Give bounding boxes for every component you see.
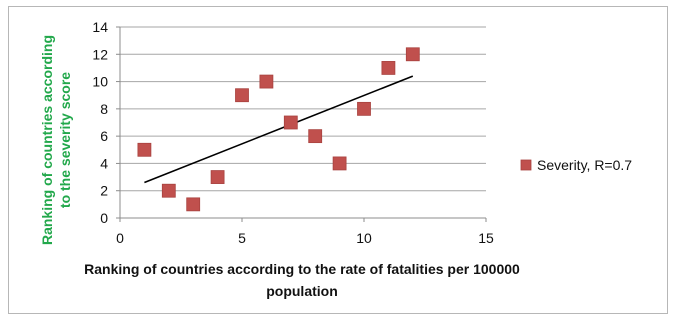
- data-point: [405, 47, 420, 62]
- x-tick-label: 15: [478, 230, 494, 246]
- data-point: [235, 88, 249, 103]
- y-tick-label: 2: [100, 183, 108, 199]
- legend: Severity, R=0.7: [520, 157, 632, 173]
- y-tick-label: 14: [92, 19, 108, 35]
- tick-labels: 0 2 4 6 8 10 12 14 0 5 10 15: [92, 19, 494, 246]
- data-point: [332, 156, 347, 171]
- y-tick-label: 8: [100, 101, 108, 117]
- data-point: [137, 142, 152, 157]
- x-axis-title-line-1: Ranking of countries according to the ra…: [84, 261, 520, 277]
- x-tick-label: 0: [116, 230, 124, 246]
- grid-lines: [120, 26, 486, 192]
- data-point: [308, 129, 323, 144]
- data-point: [259, 74, 274, 89]
- y-tick-label: 4: [100, 155, 108, 171]
- x-axis-title-line-2: population: [266, 283, 338, 299]
- y-axis-title-line-1: Ranking of countries according: [39, 35, 55, 245]
- legend-marker: [520, 159, 532, 171]
- data-point: [381, 61, 396, 75]
- y-tick-label: 0: [100, 210, 108, 226]
- y-tick-label: 6: [100, 128, 108, 144]
- trendline-line: [144, 75, 414, 184]
- x-tick-label: 5: [238, 230, 246, 246]
- data-point: [283, 115, 298, 130]
- y-axis-title: Ranking of countries according to the se…: [39, 35, 73, 245]
- y-tick-label: 12: [92, 46, 108, 62]
- axes: [116, 26, 487, 222]
- data-point: [186, 197, 201, 212]
- legend-label: Severity, R=0.7: [537, 157, 632, 173]
- data-point: [357, 101, 371, 116]
- trendline: [144, 75, 414, 184]
- data-point: [161, 183, 176, 198]
- data-points: [137, 47, 420, 212]
- y-tick-label: 10: [92, 74, 108, 90]
- x-tick-label: 10: [356, 230, 372, 246]
- y-axis-title-line-2: to the severity score: [57, 72, 73, 208]
- data-point: [210, 170, 225, 184]
